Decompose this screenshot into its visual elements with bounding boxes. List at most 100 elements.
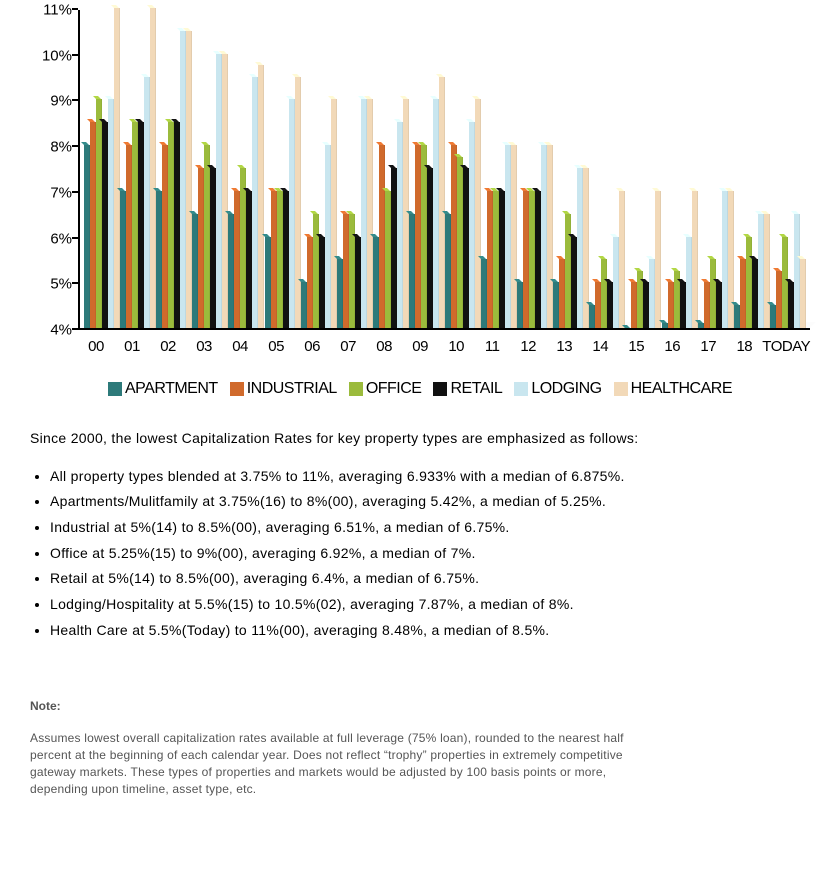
x-tick-label: 13: [546, 332, 582, 355]
legend-swatch: [349, 382, 363, 396]
bar-top-facet: [646, 256, 654, 259]
bar-top-facet: [183, 28, 191, 31]
bar-top-facet: [195, 165, 203, 168]
bar-top-facet: [153, 188, 161, 191]
bar-group: [228, 65, 264, 328]
y-tick-label: 10%: [42, 47, 72, 64]
bar-group: [625, 191, 661, 328]
legend-swatch: [433, 382, 447, 396]
bar-top-facet: [231, 188, 239, 191]
legend-label: HEALTHCARE: [631, 380, 732, 398]
bar-top-facet: [201, 142, 209, 145]
x-tick-label: 17: [690, 332, 726, 355]
legend-item-industrial: INDUSTRIAL: [230, 380, 337, 398]
bar-top-facet: [237, 165, 245, 168]
bar-group: [481, 145, 517, 328]
bar-top-facet: [652, 188, 660, 191]
x-tick-label: TODAY: [762, 332, 810, 355]
bar-top-facet: [225, 211, 233, 214]
bar-top-facet: [610, 234, 618, 237]
legend-swatch: [108, 382, 122, 396]
bar-top-facet: [147, 5, 155, 8]
x-tick-label: 02: [150, 332, 186, 355]
y-tick-label: 8%: [50, 139, 72, 156]
bar-top-facet: [189, 211, 197, 214]
analysis-text: Since 2000, the lowest Capitalization Ra…: [30, 428, 810, 642]
legend-label: LODGING: [531, 380, 601, 398]
legend-item-office: OFFICE: [349, 380, 422, 398]
bullet-item: Health Care at 5.5%(Today) to 11%(00), a…: [50, 620, 810, 642]
y-tick-label: 6%: [50, 230, 72, 247]
bar-top-facet: [286, 96, 294, 99]
bar-group: [409, 77, 445, 328]
chart-plot-area: [78, 10, 810, 330]
legend-item-retail: RETAIL: [433, 380, 502, 398]
x-tick-label: 05: [258, 332, 294, 355]
legend-swatch: [514, 382, 528, 396]
bar-top-facet: [472, 96, 480, 99]
legend-label: APARTMENT: [125, 380, 218, 398]
bar-top-facet: [448, 142, 456, 145]
bullet-item: Office at 5.25%(15) to 9%(00), averaging…: [50, 543, 810, 565]
x-tick-label: 01: [114, 332, 150, 355]
y-tick-label: 11%: [43, 2, 72, 19]
bar-top-facet: [616, 188, 624, 191]
bar-group: [734, 214, 770, 328]
bullet-item: Lodging/Hospitality at 5.5%(15) to 10.5%…: [50, 594, 810, 616]
bar-top-facet: [105, 96, 113, 99]
bar-top-facet: [737, 256, 745, 259]
chart-bar-groups: [84, 10, 806, 328]
legend-label: INDUSTRIAL: [247, 380, 337, 398]
bar-top-facet: [292, 74, 300, 77]
x-tick-label: 00: [78, 332, 114, 355]
bar-top-facet: [622, 325, 630, 328]
footnote: Note: Assumes lowest overall capitalizat…: [30, 698, 810, 798]
x-tick-label: 11: [474, 332, 510, 355]
x-tick-label: 04: [222, 332, 258, 355]
bullet-item: Apartments/Mulitfamily at 3.75%(16) to 8…: [50, 491, 810, 513]
x-tick-label: 15: [618, 332, 654, 355]
bar-top-facet: [304, 234, 312, 237]
x-tick-label: 08: [366, 332, 402, 355]
x-tick-label: 10: [438, 332, 474, 355]
bar-group: [156, 31, 192, 328]
bar-group: [589, 191, 625, 328]
legend-swatch: [614, 382, 628, 396]
x-tick-label: 03: [186, 332, 222, 355]
legend-item-lodging: LODGING: [514, 380, 601, 398]
note-body: Assumes lowest overall capitalization ra…: [30, 730, 650, 797]
legend-label: OFFICE: [366, 380, 422, 398]
bar-top-facet: [779, 234, 787, 237]
bar-top-facet: [81, 142, 89, 145]
bullet-item: All property types blended at 3.75% to 1…: [50, 466, 810, 488]
bar-top-facet: [628, 279, 636, 282]
x-tick-label: 14: [582, 332, 618, 355]
x-tick-label: 12: [510, 332, 546, 355]
cap-rate-chart: 4%5%6%7%8%9%10%11% 000102030405060708091…: [30, 10, 810, 370]
bar-group: [553, 168, 589, 328]
bar-top-facet: [556, 256, 564, 259]
bar-top-facet: [562, 211, 570, 214]
bar-top-facet: [243, 188, 251, 191]
bar-top-facet: [400, 96, 408, 99]
chart-legend: APARTMENT INDUSTRIAL OFFICE RETAIL LODGING HE…: [30, 380, 810, 398]
bar-top-facet: [322, 142, 330, 145]
y-tick-label: 5%: [50, 276, 72, 293]
legend-swatch: [230, 382, 244, 396]
bar-top-facet: [249, 74, 257, 77]
bar-top-facet: [454, 154, 462, 157]
bar-top-facet: [634, 268, 642, 271]
bar-top-facet: [141, 74, 149, 77]
legend-item-healthcare: HEALTHCARE: [614, 380, 732, 398]
bar-top-facet: [388, 165, 396, 168]
bar-top-facet: [123, 142, 131, 145]
bar-group: [445, 99, 481, 328]
y-axis: 4%5%6%7%8%9%10%11%: [30, 10, 78, 330]
bar-group: [373, 99, 409, 328]
bar-top-facet: [255, 62, 263, 65]
bar-top-facet: [568, 234, 576, 237]
x-tick-label: 18: [726, 332, 762, 355]
bar-group: [301, 99, 337, 328]
bar-top-facet: [689, 188, 697, 191]
legend-label: RETAIL: [450, 380, 502, 398]
